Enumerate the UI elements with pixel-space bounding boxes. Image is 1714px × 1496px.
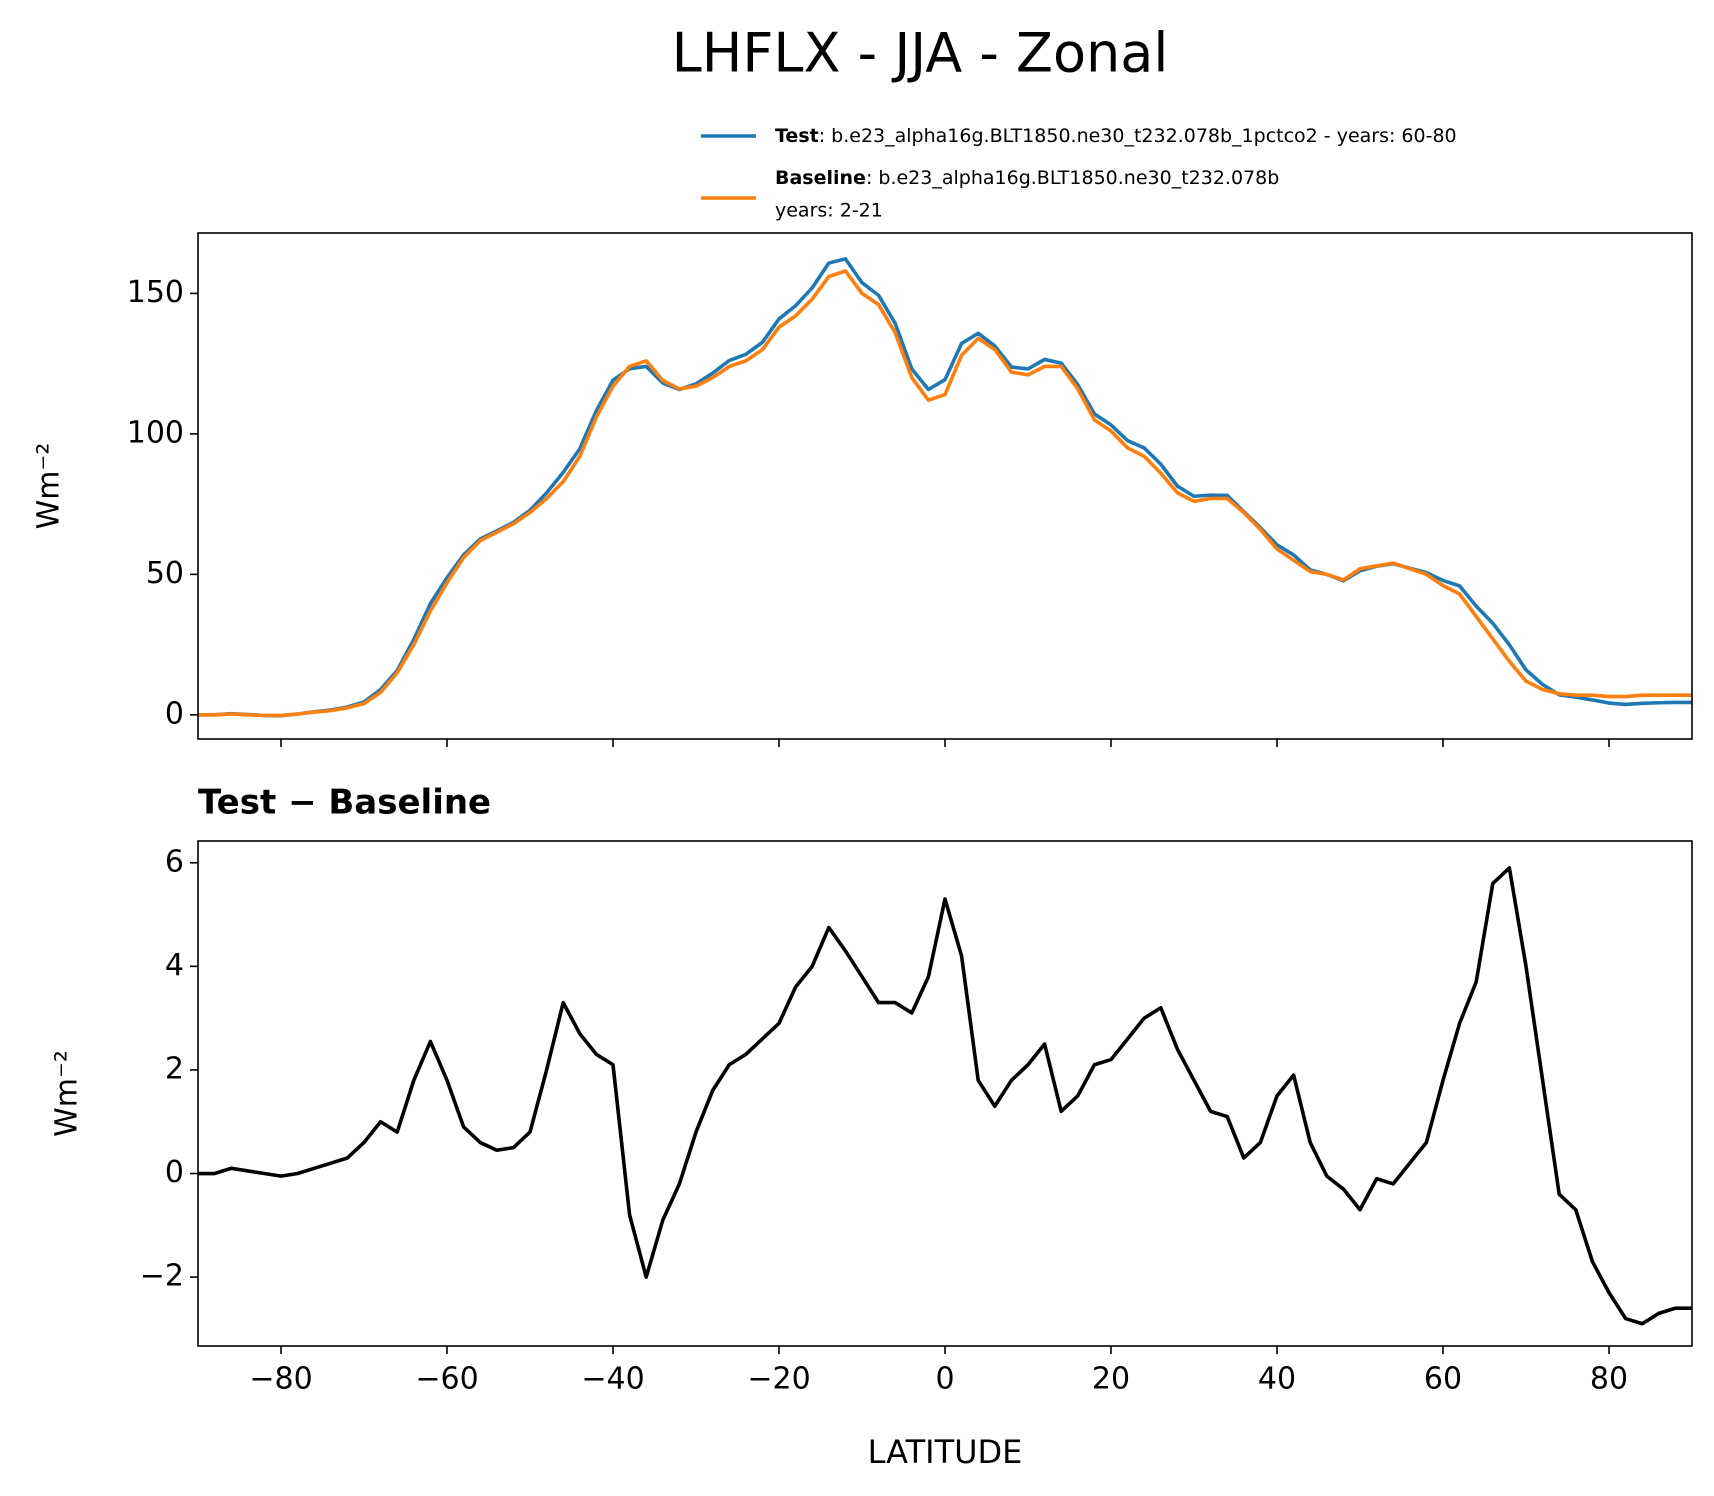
legend-label: : b.e23_alpha16g.BLT1850.ne30_t232.078b_… (819, 125, 1457, 147)
legend-label: years: 2-21 (775, 200, 883, 222)
y-axis-label: Wm⁻² (32, 443, 67, 530)
legend-name: Test (775, 125, 819, 147)
axes-frame (197, 232, 1693, 740)
figure-title: LHFLX - JJA - Zonal (672, 22, 1169, 85)
y-tick-label: 6 (165, 844, 184, 879)
legend-name: Baseline (775, 167, 866, 189)
data-line (198, 866, 1692, 1326)
axes-title: Test − Baseline (198, 783, 491, 823)
data-line (198, 257, 1692, 718)
y-tick-label: 100 (127, 415, 184, 450)
legend-entry: Baseline: b.e23_alpha16g.BLT1850.ne30_t2… (775, 167, 1279, 189)
y-tick-label: 50 (146, 556, 184, 591)
y-tick-label: −2 (140, 1259, 184, 1294)
x-tick-label: 60 (1424, 1362, 1462, 1397)
y-tick-label: 0 (165, 696, 184, 731)
axes-frame (197, 840, 1693, 1347)
y-tick-label: 2 (165, 1051, 184, 1086)
x-tick-label: 80 (1590, 1362, 1628, 1397)
y-tick-label: 0 (165, 1155, 184, 1190)
data-line (198, 269, 1692, 718)
x-tick-label: −80 (249, 1362, 312, 1397)
legend-entry: Test: b.e23_alpha16g.BLT1850.ne30_t232.0… (775, 125, 1457, 147)
y-tick-label: 4 (165, 948, 184, 983)
x-tick-label: 20 (1092, 1362, 1130, 1397)
y-tick-label: 150 (127, 275, 184, 310)
y-axis-label: Wm⁻² (50, 1050, 85, 1137)
x-axis-label: LATITUDE (868, 1433, 1023, 1471)
x-tick-label: 40 (1258, 1362, 1296, 1397)
legend-label: : b.e23_alpha16g.BLT1850.ne30_t232.078b (866, 167, 1279, 189)
x-tick-label: −20 (747, 1362, 810, 1397)
x-tick-label: −60 (415, 1362, 478, 1397)
x-tick-label: −40 (581, 1362, 644, 1397)
x-tick-label: 0 (935, 1362, 954, 1397)
